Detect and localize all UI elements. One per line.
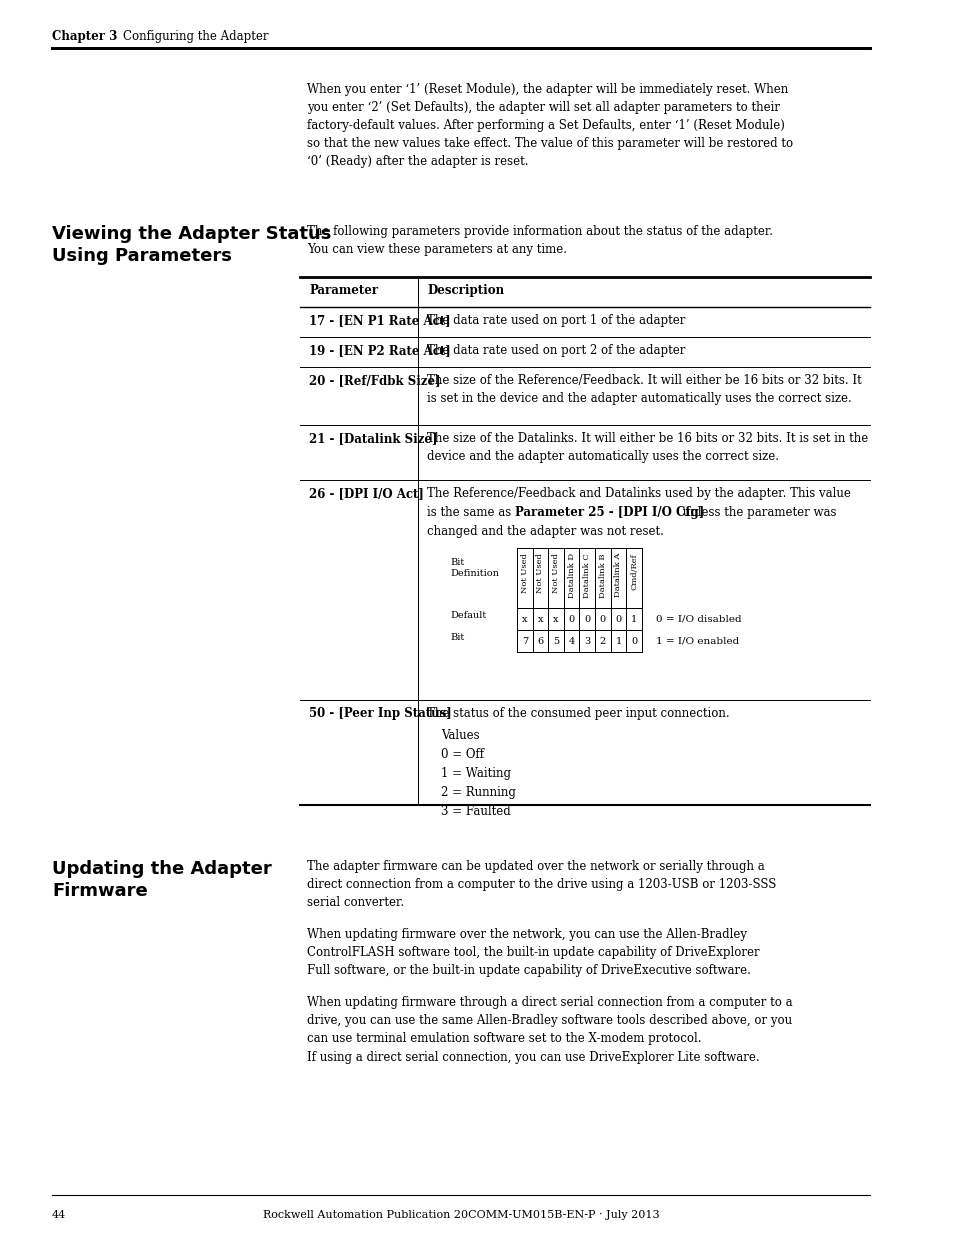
Text: The status of the consumed peer input connection.: The status of the consumed peer input co… (427, 706, 729, 720)
Text: 17 - [EN P1 Rate Act]: 17 - [EN P1 Rate Act] (309, 314, 450, 327)
Text: Cmd/Ref: Cmd/Ref (629, 553, 638, 590)
Text: Description: Description (427, 284, 504, 296)
Text: changed and the adapter was not reset.: changed and the adapter was not reset. (427, 525, 663, 538)
Text: 1: 1 (615, 636, 621, 646)
Text: Not Used: Not Used (552, 553, 559, 593)
Text: unless the parameter was: unless the parameter was (679, 506, 836, 519)
Text: Datalink B: Datalink B (598, 553, 606, 598)
Text: 6: 6 (537, 636, 543, 646)
Text: Rockwell Automation Publication 20COMM-UM015B-EN-P · July 2013: Rockwell Automation Publication 20COMM-U… (262, 1210, 659, 1220)
Text: The size of the Reference/Feedback. It will either be 16 bits or 32 bits. It
is : The size of the Reference/Feedback. It w… (427, 374, 862, 405)
Text: is the same as: is the same as (427, 506, 515, 519)
Text: Not Used: Not Used (536, 553, 544, 593)
Text: Datalink A: Datalink A (614, 553, 621, 598)
Text: If using a direct serial connection, you can use DriveExplorer Lite software.: If using a direct serial connection, you… (307, 1051, 759, 1065)
Text: Datalink C: Datalink C (582, 553, 591, 598)
Text: The following parameters provide information about the status of the adapter.
Yo: The following parameters provide informa… (307, 225, 772, 256)
Text: 3 = Faulted: 3 = Faulted (441, 805, 511, 818)
Text: Bit
Definition: Bit Definition (451, 558, 499, 578)
Text: Viewing the Adapter Status
Using Parameters: Viewing the Adapter Status Using Paramet… (51, 225, 331, 266)
Text: The size of the Datalinks. It will either be 16 bits or 32 bits. It is set in th: The size of the Datalinks. It will eithe… (427, 432, 867, 463)
Text: 44: 44 (51, 1210, 66, 1220)
Text: 50 - [Peer Inp Status]: 50 - [Peer Inp Status] (309, 706, 452, 720)
Text: 19 - [EN P2 Rate Act]: 19 - [EN P2 Rate Act] (309, 345, 451, 357)
Text: 0: 0 (615, 615, 620, 624)
Text: Default: Default (451, 611, 487, 620)
Text: 4: 4 (568, 636, 574, 646)
Text: When updating firmware through a direct serial connection from a computer to a
d: When updating firmware through a direct … (307, 995, 792, 1045)
Text: x: x (553, 615, 558, 624)
Text: 0 = Off: 0 = Off (441, 748, 484, 761)
Text: 1 = I/O enabled: 1 = I/O enabled (656, 636, 739, 646)
Text: The data rate used on port 1 of the adapter: The data rate used on port 1 of the adap… (427, 314, 685, 327)
Text: 0: 0 (583, 615, 590, 624)
Text: Not Used: Not Used (520, 553, 528, 593)
Text: 0: 0 (630, 636, 637, 646)
Text: 0: 0 (568, 615, 574, 624)
Text: Parameter 25 - [DPI I/O Cfg]: Parameter 25 - [DPI I/O Cfg] (515, 506, 703, 519)
Text: 1 = Waiting: 1 = Waiting (441, 767, 511, 781)
Text: 0 = I/O disabled: 0 = I/O disabled (656, 615, 740, 624)
Text: 0: 0 (599, 615, 605, 624)
Text: 2 = Running: 2 = Running (441, 785, 516, 799)
Text: 20 - [Ref/Fdbk Size]: 20 - [Ref/Fdbk Size] (309, 374, 440, 387)
Text: Datalink D: Datalink D (567, 553, 575, 598)
Text: The Reference/Feedback and Datalinks used by the adapter. This value: The Reference/Feedback and Datalinks use… (427, 487, 850, 500)
Text: x: x (537, 615, 542, 624)
Text: Values: Values (441, 729, 479, 742)
Text: The data rate used on port 2 of the adapter: The data rate used on port 2 of the adap… (427, 345, 685, 357)
Text: Bit: Bit (451, 634, 465, 642)
Text: Configuring the Adapter: Configuring the Adapter (123, 30, 268, 43)
Text: 1: 1 (630, 615, 637, 624)
Text: Updating the Adapter
Firmware: Updating the Adapter Firmware (51, 860, 272, 900)
Text: When you enter ‘1’ (Reset Module), the adapter will be immediately reset. When
y: When you enter ‘1’ (Reset Module), the a… (307, 83, 793, 168)
Text: 5: 5 (553, 636, 558, 646)
Text: Chapter 3: Chapter 3 (51, 30, 117, 43)
Text: The adapter firmware can be updated over the network or serially through a
direc: The adapter firmware can be updated over… (307, 860, 776, 909)
Text: 3: 3 (583, 636, 590, 646)
Text: 7: 7 (521, 636, 527, 646)
Text: Parameter: Parameter (309, 284, 377, 296)
Text: When updating firmware over the network, you can use the Allen-Bradley
ControlFL: When updating firmware over the network,… (307, 927, 759, 977)
Text: 2: 2 (599, 636, 605, 646)
Text: x: x (521, 615, 527, 624)
Text: 26 - [DPI I/O Act]: 26 - [DPI I/O Act] (309, 487, 423, 500)
Text: 21 - [Datalink Size]: 21 - [Datalink Size] (309, 432, 437, 445)
